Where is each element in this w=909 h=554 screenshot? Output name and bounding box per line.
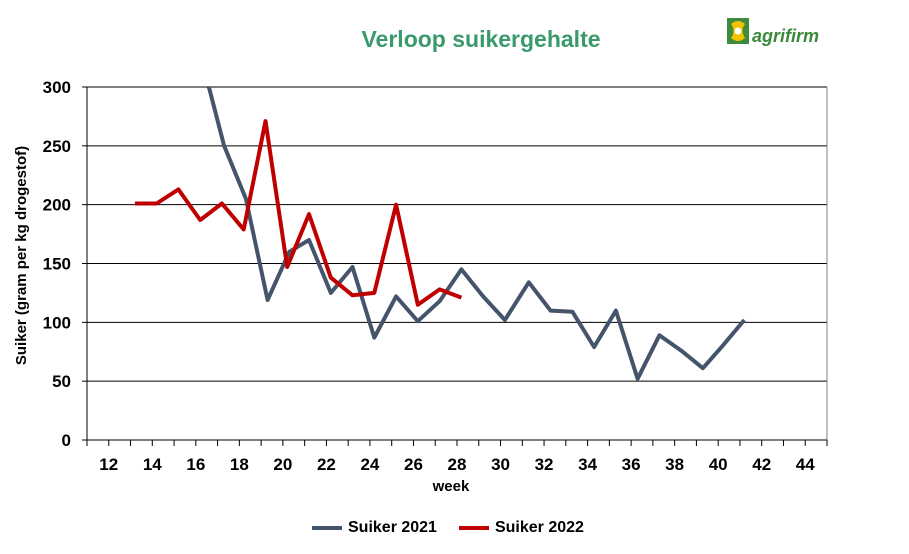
legend-swatch-2022: [458, 526, 489, 530]
x-tick-label: 30: [491, 455, 510, 474]
y-tick-label: 200: [43, 196, 71, 215]
legend: Suiker 2021 Suiker 2022: [312, 519, 584, 537]
x-tick-label: 14: [143, 455, 162, 474]
legend-item-2022: Suiker 2022: [458, 519, 584, 537]
x-tick-label: 42: [752, 455, 771, 474]
x-tick-labels: 12 14 16 18 20 22 24 26 28 30 32 34 36 38 40 42 44: [99, 455, 815, 474]
x-tick-label: 34: [578, 455, 597, 474]
y-tick-label: 300: [43, 78, 71, 97]
x-axis-label: week: [432, 478, 470, 495]
x-tick-label: 32: [535, 455, 554, 474]
axes: [82, 86, 828, 446]
x-tick-label: 22: [317, 455, 336, 474]
y-axis-label: Suiker (gram per kg drogestof): [13, 146, 30, 365]
agrifirm-logo-icon: [727, 18, 749, 44]
grid-lines: [87, 86, 827, 382]
x-tick-label: 24: [360, 455, 379, 474]
x-tick-label: 26: [404, 455, 423, 474]
series-line-2022: [134, 119, 463, 307]
x-tick-label: 40: [709, 455, 728, 474]
x-tick-label: 12: [99, 455, 118, 474]
x-tick-label: 18: [230, 455, 249, 474]
x-tick-label: 36: [622, 455, 641, 474]
x-tick-label: 16: [186, 455, 205, 474]
y-tick-label: 250: [43, 137, 71, 156]
x-tick-label: 20: [273, 455, 292, 474]
agrifirm-logo-text: agrifirm: [752, 26, 820, 46]
legend-swatch-2021: [312, 526, 342, 530]
x-tick-label: 28: [448, 455, 467, 474]
x-tick-label: 44: [796, 455, 815, 474]
legend-label-2021: Suiker 2021: [348, 519, 437, 536]
legend-item-2021: Suiker 2021: [312, 519, 437, 537]
y-tick-label: 100: [43, 313, 71, 332]
y-tick-labels: 0 50 100 150 200 250 300: [43, 78, 71, 450]
series-lines: [134, 87, 746, 381]
y-tick-label: 150: [43, 255, 71, 274]
y-tick-label: 50: [52, 372, 71, 391]
y-tick-label: 0: [62, 431, 71, 450]
series-line-2021: [206, 87, 746, 381]
x-tick-label: 38: [665, 455, 684, 474]
chart-title: Verloop suikergehalte: [361, 26, 601, 52]
legend-label-2022: Suiker 2022: [494, 519, 584, 536]
agrifirm-logo: [727, 16, 837, 48]
